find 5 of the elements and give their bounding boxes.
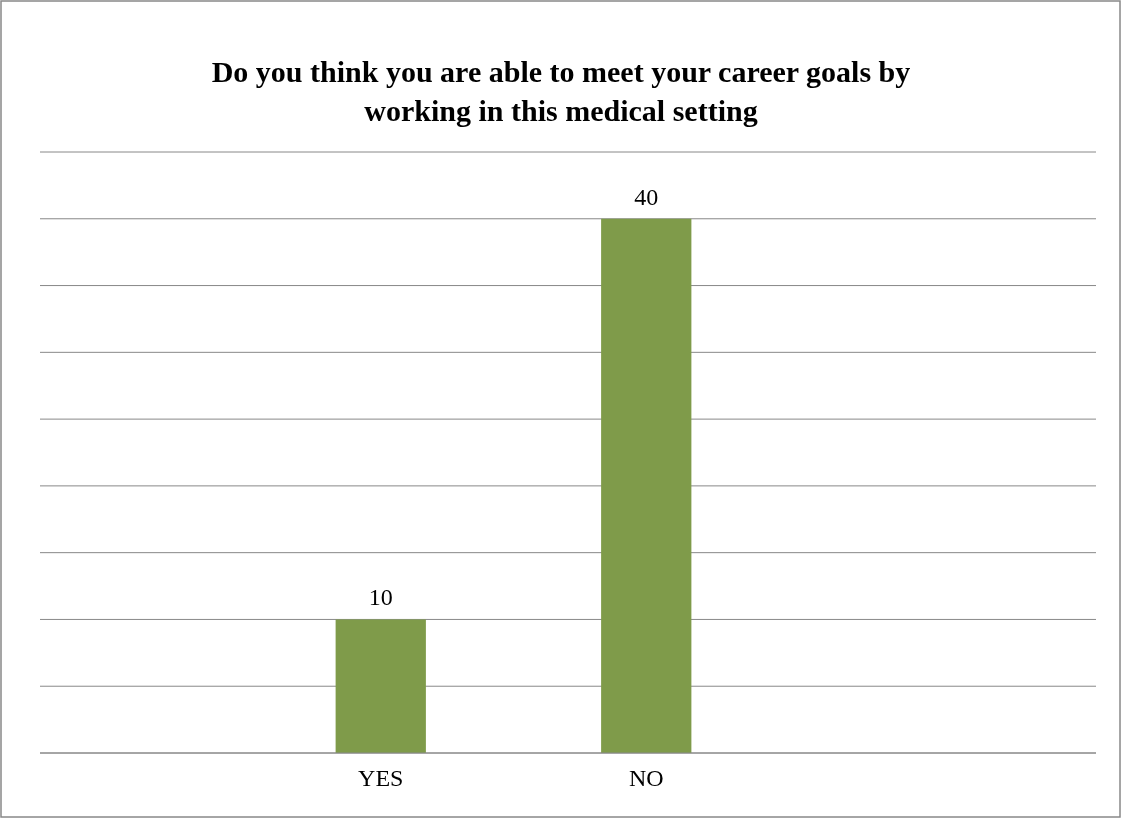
data-label: 40 — [634, 183, 659, 210]
data-label: 10 — [368, 584, 393, 611]
x-tick-label: NO — [628, 765, 664, 791]
chart-title: Do you think you are able to meet your career goals by working in this medical setting — [211, 55, 911, 127]
x-tick-label: YES — [358, 765, 404, 791]
